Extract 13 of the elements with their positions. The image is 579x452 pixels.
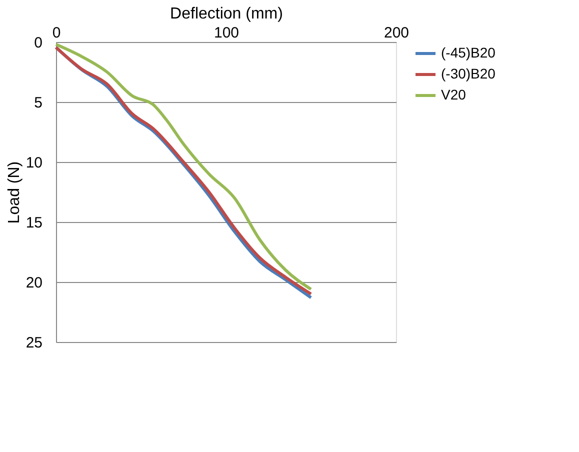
y-tick-label: 15	[26, 214, 42, 232]
legend-label: V20	[441, 86, 466, 102]
x-tick-label: 100	[214, 24, 240, 42]
legend-label: (-45)B20	[441, 44, 496, 60]
y-axis-title: Load (N)	[6, 161, 23, 224]
y-tick-label: 5	[34, 94, 42, 112]
x-tick-label: 0	[52, 24, 61, 42]
y-tick-label: 20	[26, 274, 42, 292]
x-axis-title: Deflection (mm)	[170, 6, 283, 22]
y-tick-label: 25	[26, 334, 42, 352]
legend-label: (-30)B20	[441, 66, 496, 82]
x-tick-label: 200	[384, 24, 410, 42]
y-tick-label: 10	[26, 154, 42, 172]
